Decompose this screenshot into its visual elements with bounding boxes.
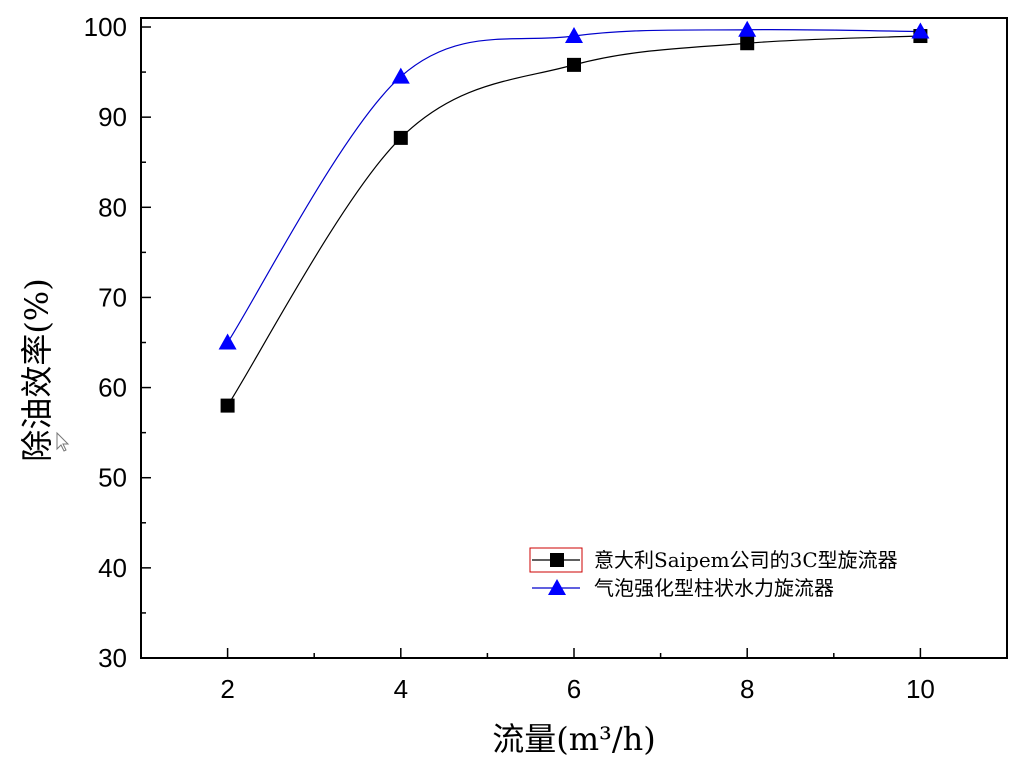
fit-curve-series-1 xyxy=(227,35,921,406)
x-tick-label: 10 xyxy=(906,674,935,704)
x-tick-label: 6 xyxy=(567,674,581,704)
square-marker xyxy=(567,57,581,72)
y-tick-label: 100 xyxy=(84,12,127,42)
y-tick-label: 70 xyxy=(98,282,127,312)
x-tick-label: 4 xyxy=(394,674,408,704)
data-points xyxy=(218,20,930,413)
square-marker xyxy=(393,130,408,145)
legend-label: 气泡强化型柱状水力旋流器 xyxy=(594,576,834,600)
square-marker xyxy=(220,398,235,413)
triangle-marker xyxy=(565,27,583,44)
y-tick-label: 80 xyxy=(98,192,127,222)
triangle-marker xyxy=(738,20,757,37)
square-marker xyxy=(740,36,755,51)
y-axis-label: 除油效率(%) xyxy=(18,278,56,461)
y-tick-label: 90 xyxy=(98,102,127,132)
cursor-icon xyxy=(56,431,70,452)
legend-label: 意大利Saipem公司的3C型旋流器 xyxy=(594,548,898,572)
y-tick-label: 40 xyxy=(98,553,127,583)
x-axis-label: 流量(m³/h) xyxy=(492,720,656,758)
y-tick-label: 30 xyxy=(98,643,127,673)
triangle-marker xyxy=(911,22,930,39)
x-tick-label: 2 xyxy=(220,674,234,704)
fit-curve-series-2 xyxy=(227,28,921,343)
axes: 2 4 6 8 10 30 40 50 60 70 80 90 100 xyxy=(84,12,1008,704)
legend-selection-box xyxy=(529,547,583,573)
x-tick-label: 8 xyxy=(740,674,754,704)
triangle-marker xyxy=(391,67,410,84)
fit-curves xyxy=(227,28,921,406)
y-tick-label: 50 xyxy=(98,463,127,493)
legend-triangle-marker xyxy=(548,579,566,595)
triangle-marker xyxy=(218,333,237,350)
y-tick-label: 60 xyxy=(98,373,127,403)
legend-square-marker xyxy=(550,553,564,567)
